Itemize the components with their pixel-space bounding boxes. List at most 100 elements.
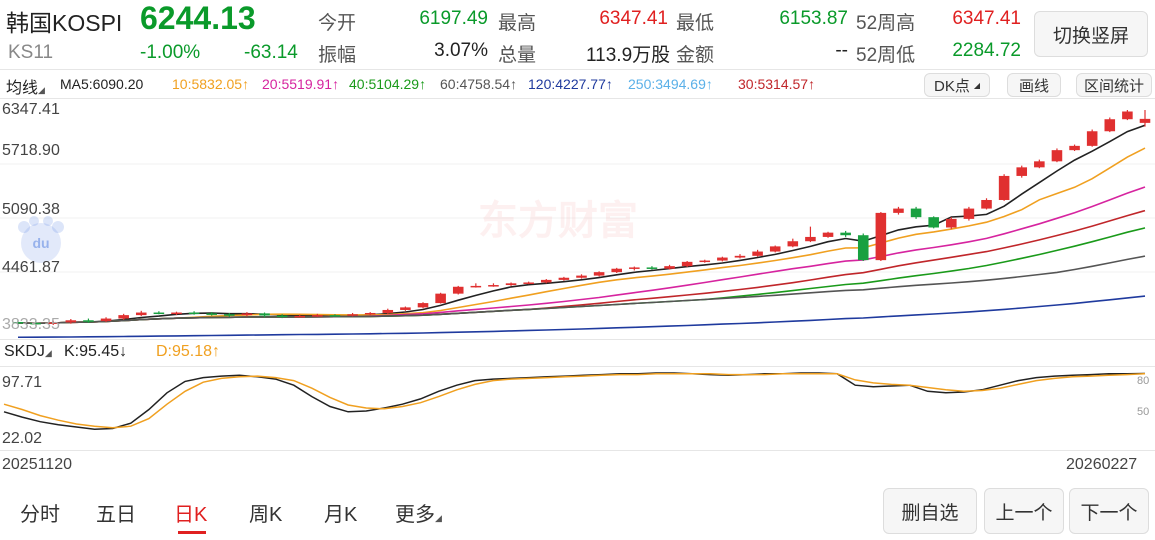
stat-label: 52周低	[856, 45, 916, 66]
candle[interactable]	[488, 283, 499, 287]
candle[interactable]	[1086, 129, 1098, 147]
candle[interactable]	[1122, 110, 1133, 121]
divider	[0, 366, 1155, 367]
candle[interactable]	[875, 212, 887, 261]
tab-intraday[interactable]: 分时	[20, 504, 60, 526]
candle[interactable]	[699, 259, 711, 263]
candle[interactable]	[276, 314, 288, 319]
candle[interactable]	[65, 318, 77, 324]
candle[interactable]	[118, 313, 129, 320]
candle[interactable]	[452, 285, 464, 295]
stat-label: 最高	[498, 13, 537, 34]
candle[interactable]	[312, 313, 323, 317]
ma-value: MA5:6090.20	[60, 76, 144, 92]
candle[interactable]	[928, 216, 939, 229]
ma-value: 250:3494.69↑	[628, 76, 713, 92]
candle[interactable]	[294, 314, 306, 318]
ma-selector[interactable]: 均线◢	[6, 80, 45, 97]
candle[interactable]	[470, 283, 482, 288]
tab-more[interactable]: 更多◢	[395, 504, 442, 526]
kdj-axis-right-50: 50	[1137, 406, 1150, 418]
candle[interactable]	[664, 264, 675, 270]
candle[interactable]	[259, 312, 270, 318]
candle[interactable]	[83, 318, 94, 323]
ma-value: 60:4758.54↑	[440, 76, 518, 92]
candle[interactable]	[206, 312, 217, 316]
stat-value: 6347.41	[952, 8, 1021, 29]
draw-line-button[interactable]: 画线	[1007, 73, 1061, 97]
candle[interactable]	[752, 249, 763, 257]
candle[interactable]	[100, 317, 112, 322]
candle[interactable]	[505, 282, 517, 286]
candle[interactable]	[364, 312, 376, 316]
candlestick-chart[interactable]	[0, 98, 1155, 338]
candle[interactable]	[382, 308, 394, 314]
candle[interactable]	[400, 306, 411, 311]
candle[interactable]	[30, 321, 41, 326]
candle[interactable]	[188, 311, 200, 315]
candle[interactable]	[893, 206, 904, 215]
candle[interactable]	[769, 245, 781, 253]
candle[interactable]	[347, 312, 358, 317]
kdj-axis-top: 97.71	[2, 374, 43, 391]
next-button[interactable]: 下一个	[1069, 488, 1149, 534]
candle[interactable]	[576, 274, 587, 279]
candle[interactable]	[135, 310, 147, 316]
candle[interactable]	[12, 320, 24, 325]
divider	[0, 339, 1155, 340]
candle[interactable]	[787, 238, 799, 248]
previous-button[interactable]: 上一个	[984, 488, 1064, 534]
candle[interactable]	[611, 267, 623, 274]
svg-text:du: du	[32, 235, 49, 251]
candle[interactable]	[1034, 159, 1045, 169]
tab-daily-k[interactable]: 日K	[174, 504, 208, 526]
candle[interactable]	[417, 302, 429, 309]
candle[interactable]	[963, 206, 975, 221]
candle[interactable]	[1069, 144, 1080, 152]
stat-value: 6347.41	[599, 8, 668, 29]
candle[interactable]	[523, 281, 534, 285]
candle[interactable]	[998, 174, 1010, 201]
candle[interactable]	[435, 292, 446, 304]
kdj-selector[interactable]: SKDJ◢	[4, 343, 52, 360]
end-date: 20260227	[1066, 456, 1138, 473]
candle[interactable]	[540, 279, 552, 284]
tab-monthly-k[interactable]: 月K	[324, 504, 358, 526]
candle[interactable]	[1016, 165, 1028, 178]
candle[interactable]	[805, 226, 816, 243]
ma-bar: 均线◢ DK点 ◢ 画线 区间统计	[0, 70, 1155, 98]
candle[interactable]	[981, 198, 992, 210]
dk-point-button[interactable]: DK点 ◢	[924, 73, 990, 97]
candle[interactable]	[946, 217, 957, 230]
candle[interactable]	[241, 312, 253, 317]
candle[interactable]	[329, 314, 341, 317]
candle[interactable]	[646, 266, 658, 270]
candle[interactable]	[910, 206, 922, 219]
candle[interactable]	[171, 311, 182, 316]
candle[interactable]	[1139, 110, 1151, 127]
candle[interactable]	[840, 230, 851, 237]
candle[interactable]	[47, 320, 59, 325]
candle[interactable]	[153, 311, 165, 315]
candle[interactable]	[822, 231, 834, 238]
candle[interactable]	[717, 256, 728, 262]
candle[interactable]	[1051, 148, 1063, 163]
kdj-d-line	[3, 372, 1146, 429]
candle[interactable]	[1104, 117, 1116, 133]
change-percent: -1.00%	[140, 42, 201, 63]
candle[interactable]	[857, 233, 869, 261]
range-stats-button[interactable]: 区间统计	[1076, 73, 1152, 97]
remove-watchlist-button[interactable]: 删自选	[883, 488, 977, 534]
candle[interactable]	[224, 312, 235, 317]
ma-value: 40:5104.29↑	[349, 76, 427, 92]
candle[interactable]	[593, 271, 605, 277]
rotate-screen-button[interactable]: 切换竖屏	[1034, 11, 1148, 57]
candle[interactable]	[734, 254, 746, 259]
candle[interactable]	[629, 266, 640, 271]
kdj-k-line	[3, 372, 1146, 431]
candle[interactable]	[558, 276, 570, 281]
tab-weekly-k[interactable]: 周K	[249, 504, 283, 526]
tab-five-day[interactable]: 五日	[96, 504, 136, 526]
kdj-chart[interactable]	[0, 366, 1155, 450]
candle[interactable]	[681, 260, 693, 268]
